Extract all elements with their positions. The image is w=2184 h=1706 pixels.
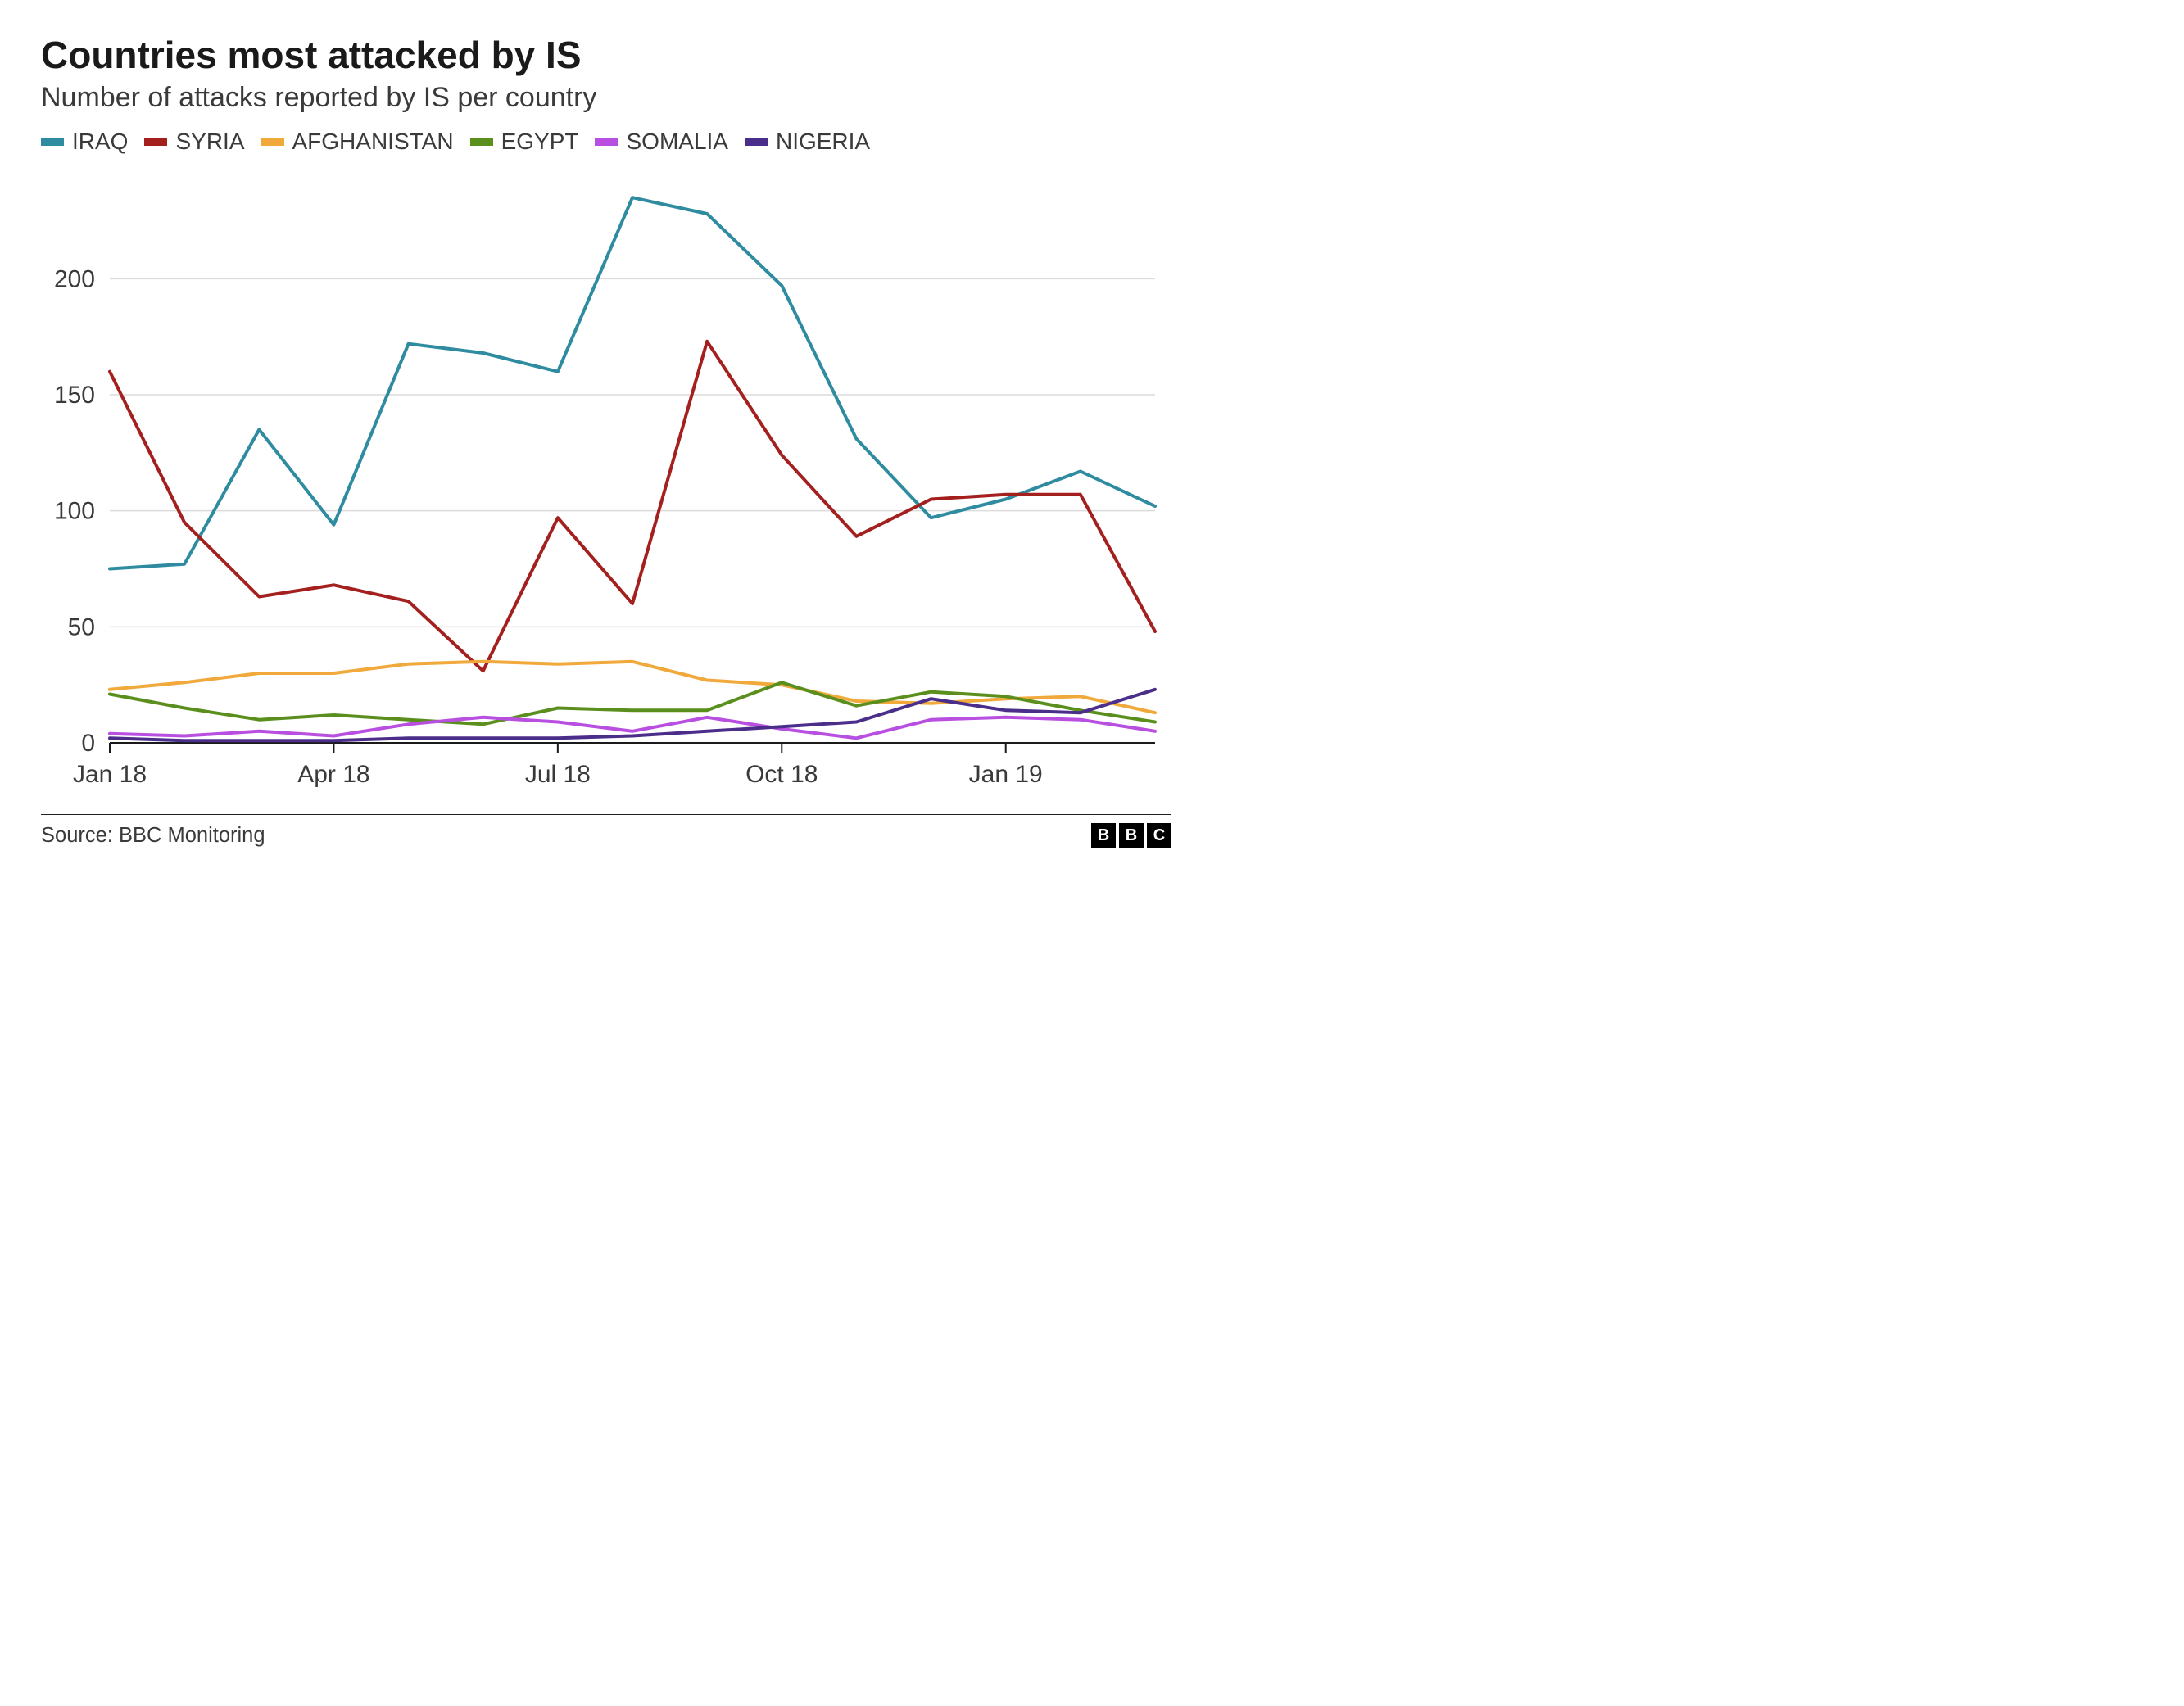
line-chart-svg: 0 50 100 150 200 Jan 18 Apr 18 Jul 18 Oct 18 Jan … (41, 178, 1171, 800)
svg-text:Jan 18: Jan 18 (73, 761, 147, 788)
svg-text:150: 150 (54, 382, 95, 409)
bbc-logo: BBC (1091, 823, 1171, 848)
svg-text:Jul 18: Jul 18 (525, 761, 591, 788)
series-line (110, 662, 1155, 713)
legend-swatch (261, 138, 284, 146)
series-line (110, 197, 1155, 568)
svg-text:0: 0 (81, 730, 95, 757)
bbc-logo-box: C (1147, 823, 1171, 848)
legend-label: IRAQ (72, 129, 128, 155)
chart-subtitle: Number of attacks reported by IS per cou… (41, 82, 1171, 114)
bbc-logo-box: B (1091, 823, 1116, 848)
legend-label: SYRIA (175, 129, 244, 155)
legend-item: SOMALIA (595, 129, 727, 155)
legend-item: AFGHANISTAN (261, 129, 454, 155)
legend-swatch (470, 138, 493, 146)
svg-text:Apr 18: Apr 18 (297, 761, 369, 788)
legend-label: SOMALIA (626, 129, 727, 155)
legend-item: IRAQ (41, 129, 128, 155)
chart-title: Countries most attacked by IS (41, 33, 1171, 77)
chart-container: Countries most attacked by IS Number of … (0, 0, 1212, 872)
legend-swatch (144, 138, 167, 146)
chart-footer: Source: BBC Monitoring BBC (41, 814, 1171, 848)
svg-text:200: 200 (54, 265, 95, 292)
bbc-logo-box: B (1119, 823, 1144, 848)
source-text: Source: BBC Monitoring (41, 824, 265, 848)
legend-item: SYRIA (144, 129, 244, 155)
legend: IRAQ SYRIA AFGHANISTAN EGYPT SOMALIA NIGERIA (41, 129, 1171, 155)
legend-item: EGYPT (470, 129, 579, 155)
series-line (110, 342, 1155, 671)
legend-label: NIGERIA (776, 129, 870, 155)
legend-swatch (745, 138, 768, 146)
svg-text:100: 100 (54, 498, 95, 525)
legend-swatch (41, 138, 64, 146)
svg-text:Jan 19: Jan 19 (969, 761, 1043, 788)
legend-label: AFGHANISTAN (292, 129, 454, 155)
legend-swatch (595, 138, 618, 146)
legend-label: EGYPT (501, 129, 579, 155)
plot-area: 0 50 100 150 200 Jan 18 Apr 18 Jul 18 Oct 18 Jan … (41, 178, 1171, 804)
legend-item: NIGERIA (745, 129, 870, 155)
svg-text:Oct 18: Oct 18 (745, 761, 818, 788)
svg-text:50: 50 (68, 613, 95, 640)
